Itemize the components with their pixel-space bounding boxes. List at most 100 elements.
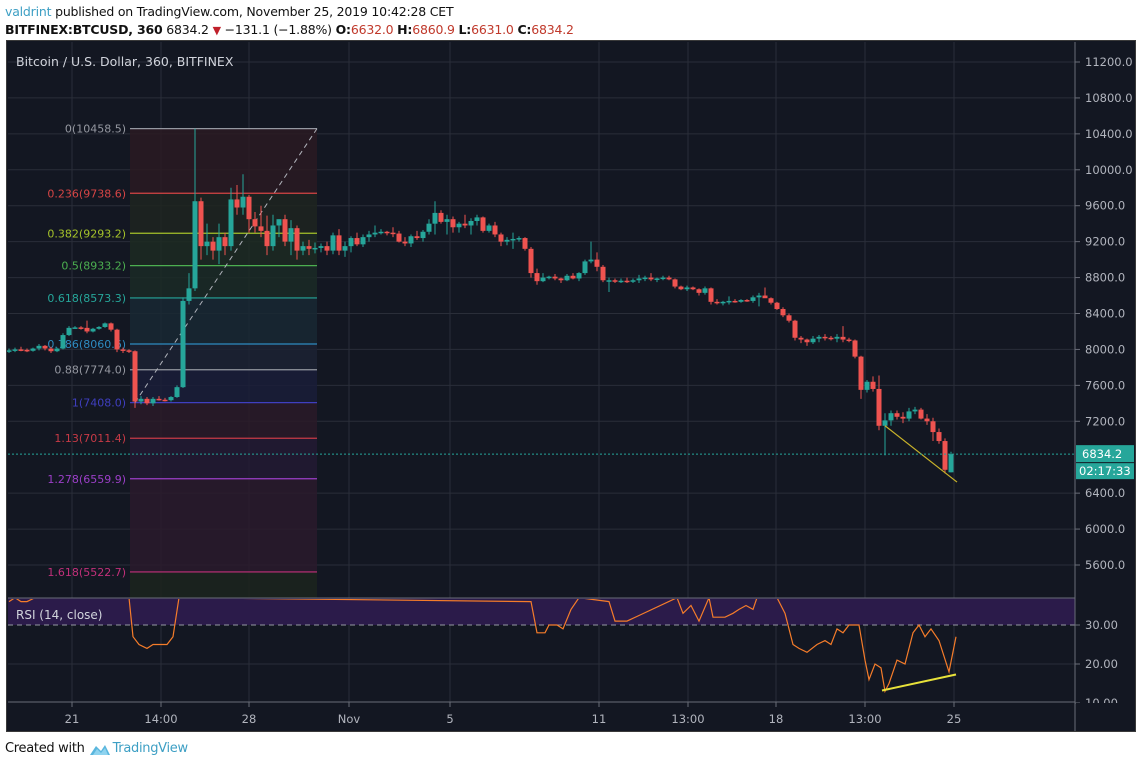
candle-body (864, 381, 870, 390)
current-price-label: 6834.2 (1082, 447, 1122, 461)
fib-level-label: 1(7408.0) (72, 397, 126, 410)
close-label: C: (517, 22, 532, 37)
candle-body (444, 219, 450, 222)
candle-body (654, 278, 660, 280)
fib-level-label: 0.382(9293.2) (47, 227, 126, 240)
price-tick-label: 5600.0 (1085, 558, 1125, 572)
candle-body (372, 232, 378, 235)
candle-body (342, 246, 348, 251)
candle-body (378, 231, 384, 234)
candle-body (762, 295, 768, 299)
price-chart[interactable]: 0(10458.5) 0.236(9738.6) 0.382(9293.2) 0.5(… (7, 41, 1135, 731)
candle-body (468, 220, 474, 226)
fib-zone (130, 297, 317, 344)
candle-body (138, 398, 144, 402)
fib-zone (130, 438, 317, 479)
low-value: 6631.0 (471, 22, 514, 37)
candle-body (924, 418, 930, 422)
candle-body (786, 315, 792, 321)
candle-body (7, 350, 12, 352)
candle-body (912, 409, 918, 412)
candle-body (870, 381, 876, 389)
last-price: 6834.2 (166, 22, 209, 37)
candle-body (258, 226, 264, 231)
rsi-line (8, 599, 957, 694)
candle-body (648, 277, 654, 280)
candle-body (174, 387, 180, 398)
fib-level-label: 1.13(7011.4) (54, 432, 126, 445)
time-tick-label: 13:00 (848, 712, 881, 726)
candle-body (624, 280, 630, 283)
open-value: 6632.0 (350, 22, 394, 37)
low-label: L: (458, 22, 472, 37)
candle-body (120, 349, 126, 351)
author-link[interactable]: valdrint (5, 4, 52, 19)
countdown-label: 02:17:33 (1079, 464, 1131, 478)
fib-level-label: 1.278(6559.9) (47, 473, 126, 486)
rsi-label: RSI (14, close) (16, 608, 102, 622)
price-tick-label: 10000.0 (1085, 163, 1133, 177)
candle-body (78, 327, 84, 329)
candle-body (606, 280, 612, 282)
candle-body (204, 241, 210, 247)
candle-body (312, 247, 318, 250)
candle-body (834, 336, 840, 339)
candle-body (588, 259, 594, 262)
fib-level-label: 0.618(8573.3) (47, 292, 126, 305)
candle-body (168, 397, 174, 401)
candle-body (240, 196, 246, 208)
candle-body (510, 238, 516, 241)
candle-body (456, 223, 462, 228)
candle-body (288, 228, 294, 242)
candle-body (486, 225, 492, 231)
candle-body (552, 276, 558, 279)
candle-body (132, 351, 138, 402)
candle-body (564, 275, 570, 281)
candle-body (54, 348, 60, 352)
fib-trend-line[interactable] (134, 128, 318, 403)
tradingview-link[interactable]: TradingView (112, 741, 189, 756)
time-tick-label: 5 (446, 712, 453, 726)
candle-body (516, 238, 522, 240)
fib-level-label: 0.88(7774.0) (54, 364, 126, 377)
time-tick-label: 28 (242, 712, 257, 726)
candle-body (930, 421, 936, 433)
candle-body (576, 273, 582, 279)
candle-body (474, 217, 480, 221)
candle-body (540, 277, 546, 282)
candle-body (852, 340, 858, 357)
candle-body (270, 225, 276, 247)
candle-body (498, 234, 504, 242)
candle-body (750, 297, 756, 301)
candle-body (846, 339, 852, 342)
candle-body (906, 411, 912, 419)
candle-body (66, 327, 72, 336)
candle-body (36, 345, 42, 349)
candle-body (714, 301, 720, 304)
candle-body (888, 413, 894, 421)
time-tick-label: 14:00 (144, 712, 177, 726)
candle-body (438, 212, 444, 222)
candle-body (402, 241, 408, 244)
candle-body (798, 337, 804, 340)
publish-info: valdrint published on TradingView.com, N… (5, 4, 454, 19)
candle-body (156, 398, 162, 401)
candle-body (792, 320, 798, 338)
price-change: −131.1 (−1.88%) (224, 22, 332, 37)
footer: Created with TradingView (5, 741, 188, 756)
candle-body (336, 235, 342, 251)
countdown-badge (1076, 463, 1134, 480)
rsi-divergence-line[interactable] (881, 673, 957, 692)
candle-body (672, 279, 678, 287)
candle-body (618, 280, 624, 283)
candle-body (96, 326, 102, 329)
candle-body (858, 356, 864, 390)
candle-body (30, 348, 36, 351)
price-tick-label: 11200.0 (1085, 55, 1133, 69)
chart-frame[interactable]: 0(10458.5) 0.236(9738.6) 0.382(9293.2) 0.5(… (6, 40, 1136, 732)
candle-body (690, 287, 696, 290)
high-label: H: (397, 22, 413, 37)
fib-zone (130, 265, 317, 298)
fib-zone (130, 402, 317, 439)
candle-body (840, 336, 846, 340)
